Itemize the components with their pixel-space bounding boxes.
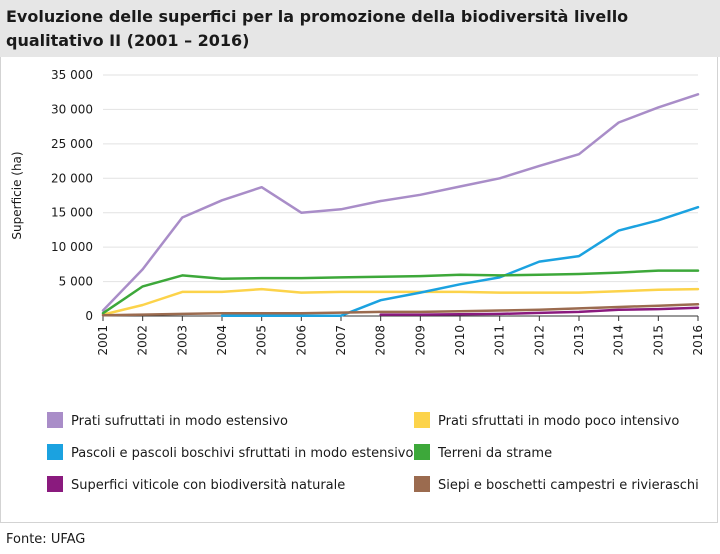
legend-swatch bbox=[414, 476, 430, 492]
y-tick-label: 30 000 bbox=[51, 102, 93, 116]
series-line-5 bbox=[379, 306, 700, 316]
x-tick-label: 2016 bbox=[691, 325, 705, 356]
legend-swatch bbox=[47, 412, 63, 428]
title-bar: Evoluzione delle superfici per la promoz… bbox=[0, 0, 720, 57]
x-tick-label: 2015 bbox=[651, 325, 665, 356]
y-tick-label: 25 000 bbox=[51, 137, 93, 151]
x-tick-label: 2003 bbox=[175, 325, 189, 356]
chart-frame bbox=[0, 57, 718, 523]
series-line-4 bbox=[101, 269, 700, 315]
y-tick-label: 35 000 bbox=[51, 68, 93, 82]
x-tick-label: 2011 bbox=[493, 325, 507, 356]
y-tick-label: 10 000 bbox=[51, 240, 93, 254]
source-note: Fonte: UFAG bbox=[6, 532, 86, 547]
series-line-2 bbox=[101, 287, 700, 316]
x-tick-label: 2014 bbox=[612, 325, 626, 356]
x-tick-label: 2002 bbox=[136, 325, 150, 356]
x-tick-label: 2010 bbox=[453, 325, 467, 356]
legend-label: Terreni da strame bbox=[437, 446, 552, 461]
line-chart: 0 5 000 10 000 15 000 20 000 25 000 30 000 35 0… bbox=[10, 68, 705, 493]
x-tick-label: 2007 bbox=[334, 325, 348, 356]
series-line-6 bbox=[101, 303, 700, 317]
y-tick-label: 20 000 bbox=[51, 171, 93, 185]
y-tick-label: 15 000 bbox=[51, 206, 93, 220]
y-tick-label: 0 bbox=[85, 309, 93, 323]
legend-swatch bbox=[414, 444, 430, 460]
legend-label: Prati sufruttati in modo estensivo bbox=[71, 414, 288, 429]
x-tick-label: 2012 bbox=[532, 325, 546, 356]
y-tick-label: 5 000 bbox=[59, 275, 93, 289]
legend-swatch bbox=[47, 476, 63, 492]
x-tick-label: 2004 bbox=[215, 325, 229, 356]
x-tick-label: 2001 bbox=[96, 325, 110, 356]
legend-label: Prati sfruttati in modo poco intensivo bbox=[438, 414, 679, 429]
legend-label: Superfici viticole con biodiversità natu… bbox=[71, 478, 345, 493]
x-tick-label: 2006 bbox=[294, 325, 308, 356]
x-tick-label: 2009 bbox=[413, 325, 427, 356]
series-line-1 bbox=[101, 93, 700, 312]
series-line-3 bbox=[220, 205, 700, 317]
y-axis-label: Superficie (ha) bbox=[10, 151, 24, 239]
x-tick-label: 2005 bbox=[255, 325, 269, 356]
x-tick-label: 2013 bbox=[572, 325, 586, 356]
legend-swatch bbox=[47, 444, 63, 460]
legend-swatch bbox=[414, 412, 430, 428]
x-tick-label: 2008 bbox=[374, 325, 388, 356]
legend-label: Siepi e boschetti campestri e rivierasch… bbox=[438, 478, 699, 493]
chart-title: Evoluzione delle superfici per la promoz… bbox=[6, 7, 629, 50]
legend-label: Pascoli e pascoli boschivi sfruttati in … bbox=[71, 446, 414, 461]
